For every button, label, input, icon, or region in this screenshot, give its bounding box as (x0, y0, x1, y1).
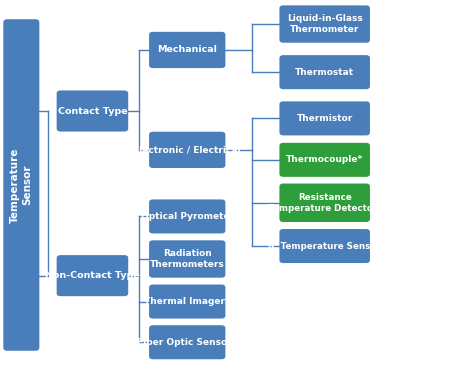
FancyBboxPatch shape (279, 229, 370, 263)
Text: Radiation
Thermometers: Radiation Thermometers (150, 249, 225, 269)
Text: Thermistor: Thermistor (297, 114, 353, 123)
Text: IC Temperature Sensor: IC Temperature Sensor (268, 242, 381, 250)
FancyBboxPatch shape (279, 143, 370, 177)
FancyBboxPatch shape (149, 240, 226, 278)
FancyBboxPatch shape (149, 325, 226, 359)
Text: Liquid-in-Glass
Thermometer: Liquid-in-Glass Thermometer (287, 14, 363, 34)
Text: Temperature
Sensor: Temperature Sensor (10, 147, 33, 223)
FancyBboxPatch shape (57, 255, 128, 296)
FancyBboxPatch shape (57, 91, 128, 132)
FancyBboxPatch shape (279, 55, 370, 89)
Text: Thermostat: Thermostat (295, 68, 354, 77)
Text: Mechanical: Mechanical (157, 46, 217, 54)
Text: Electronic / Electrical: Electronic / Electrical (133, 145, 241, 154)
FancyBboxPatch shape (149, 199, 226, 233)
FancyBboxPatch shape (149, 132, 226, 168)
FancyBboxPatch shape (279, 101, 370, 135)
Text: Resistance
Temperature Detector*: Resistance Temperature Detector* (268, 193, 382, 213)
FancyBboxPatch shape (149, 285, 226, 319)
FancyBboxPatch shape (279, 184, 370, 222)
FancyBboxPatch shape (279, 5, 370, 43)
Text: Fiber Optic Sensors: Fiber Optic Sensors (137, 338, 237, 347)
FancyBboxPatch shape (149, 32, 226, 68)
Text: Thermocouple*: Thermocouple* (286, 155, 363, 164)
Text: Contact Type: Contact Type (58, 107, 127, 115)
Text: Thermal Imagers: Thermal Imagers (144, 297, 230, 306)
Text: Non-Contact Type: Non-Contact Type (45, 271, 140, 280)
FancyBboxPatch shape (3, 19, 39, 351)
Text: Optical Pyrometer: Optical Pyrometer (141, 212, 234, 221)
